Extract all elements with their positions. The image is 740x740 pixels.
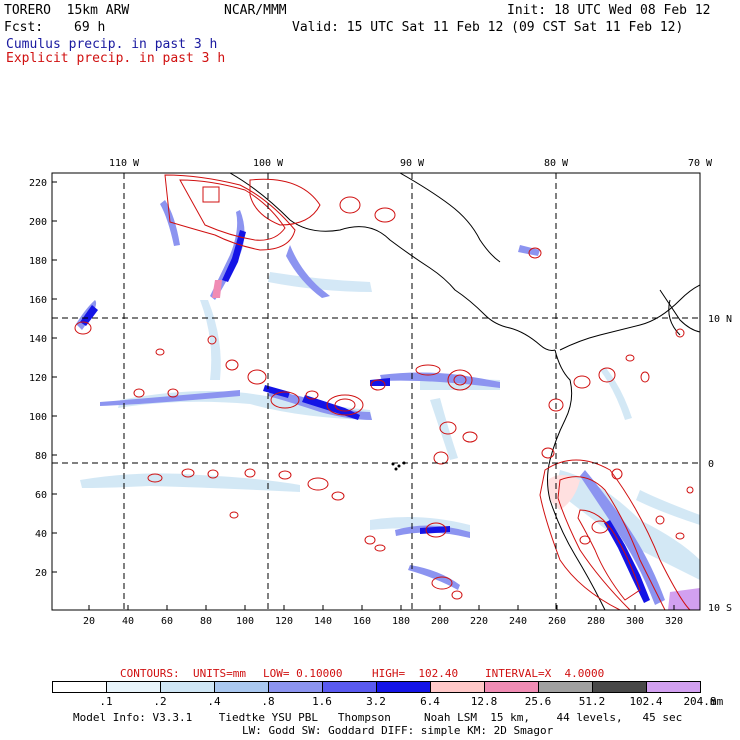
colorbar-swatch — [430, 681, 485, 693]
colorbar-label: 51.2 — [578, 695, 606, 708]
colorbar-label: .4 — [207, 695, 221, 708]
init-time: Init: 18 UTC Wed 08 Feb 12 — [507, 3, 711, 18]
colorbar-swatch — [538, 681, 593, 693]
y-tick-label: 40 — [35, 529, 47, 540]
cumulus-legend: Cumulus precip. in past 3 h — [6, 37, 218, 52]
coastlines — [229, 173, 700, 610]
y-tick-label: 60 — [35, 490, 47, 501]
y-tick-label: 180 — [29, 256, 47, 267]
contours-high: HIGH= 102.40 — [372, 667, 459, 680]
contours-interval: INTERVAL=X 4.0000 — [485, 667, 605, 680]
x-tick-label: 240 — [509, 616, 527, 627]
colorbar-label: 3.2 — [366, 695, 386, 708]
colorbar-label: .8 — [261, 695, 275, 708]
colorbar-swatch — [52, 681, 107, 693]
contours-low: LOW= 0.10000 — [263, 667, 343, 680]
valid-time: Valid: 15 UTC Sat 11 Feb 12 (09 CST Sat … — [292, 20, 684, 35]
contours-units: UNITS=mm — [193, 667, 246, 680]
x-tick-label: 120 — [275, 616, 293, 627]
lat-label: 0 — [708, 459, 714, 470]
contours-label: CONTOURS: — [120, 667, 180, 680]
x-tick-label: 180 — [392, 616, 410, 627]
lat-label: 10 S — [708, 603, 732, 614]
lat-label: 10 N — [708, 314, 732, 325]
colorbar-label: 1.6 — [312, 695, 332, 708]
model-title: TORERO 15km ARW — [4, 3, 130, 18]
y-tick-label: 80 — [35, 451, 47, 462]
x-tick-label: 260 — [548, 616, 566, 627]
x-tick-label: 40 — [122, 616, 134, 627]
colorbar-label: 102.4 — [629, 695, 663, 708]
x-tick-label: 300 — [626, 616, 644, 627]
x-tick-label: 20 — [83, 616, 95, 627]
explicit-precip-contours — [74, 174, 694, 610]
axis-ticks — [52, 181, 675, 610]
colorbar-swatch — [646, 681, 701, 693]
organization-label: NCAR/MMM — [224, 3, 287, 18]
precip-medium-shading — [76, 200, 665, 605]
lon-label: 100 W — [253, 158, 284, 169]
precip-lavender-shading — [668, 588, 700, 610]
x-tick-label: 160 — [353, 616, 371, 627]
colorbar-label: 204.8 — [683, 695, 717, 708]
y-tick-label: 160 — [29, 295, 47, 306]
y-tick-label: 120 — [29, 373, 47, 384]
lat-lon-grid — [52, 173, 700, 610]
y-tick-label: 20 — [35, 568, 47, 579]
colorbar-label: 25.6 — [524, 695, 552, 708]
colorbar-label: 6.4 — [420, 695, 440, 708]
x-tick-label: 320 — [665, 616, 683, 627]
x-tick-label: 100 — [236, 616, 254, 627]
x-tick-label: 140 — [314, 616, 332, 627]
y-tick-label: 140 — [29, 334, 47, 345]
colorbar-swatch — [268, 681, 323, 693]
x-tick-label: 60 — [161, 616, 173, 627]
map-frame — [51, 172, 701, 611]
physics-info: LW: Godd SW: Goddard DIFF: simple KM: 2D… — [242, 724, 554, 737]
lon-label: 80 W — [544, 158, 569, 169]
model-info: Model Info: V3.3.1 Tiedtke YSU PBL Thomp… — [73, 711, 683, 724]
explicit-legend: Explicit precip. in past 3 h — [6, 51, 226, 66]
y-tick-label: 100 — [29, 412, 47, 423]
colorbar-unit: mm — [710, 695, 724, 708]
x-tick-label: 220 — [470, 616, 488, 627]
colorbar-label: .2 — [153, 695, 167, 708]
colorbar-swatch — [322, 681, 377, 693]
precip-pink-shading — [212, 280, 222, 298]
colorbar-swatch — [160, 681, 215, 693]
x-tick-label: 80 — [200, 616, 212, 627]
colorbar-swatch — [106, 681, 161, 693]
lon-label: 90 W — [400, 158, 425, 169]
y-tick-label: 200 — [29, 217, 47, 228]
forecast-hour-label: Fcst: — [4, 20, 44, 35]
lon-label: 110 W — [109, 158, 140, 169]
x-tick-label: 200 — [431, 616, 449, 627]
y-tick-label: 220 — [29, 178, 47, 189]
colorbar-swatch — [376, 681, 431, 693]
colorbar-label: 12.8 — [470, 695, 498, 708]
colorbar-label: .1 — [99, 695, 113, 708]
colorbar-swatch — [592, 681, 647, 693]
x-tick-label: 280 — [587, 616, 605, 627]
lon-label: 70 W — [688, 158, 713, 169]
colorbar-swatch — [484, 681, 539, 693]
forecast-hour-value: 69 h — [74, 20, 106, 35]
colorbar-swatch — [214, 681, 269, 693]
